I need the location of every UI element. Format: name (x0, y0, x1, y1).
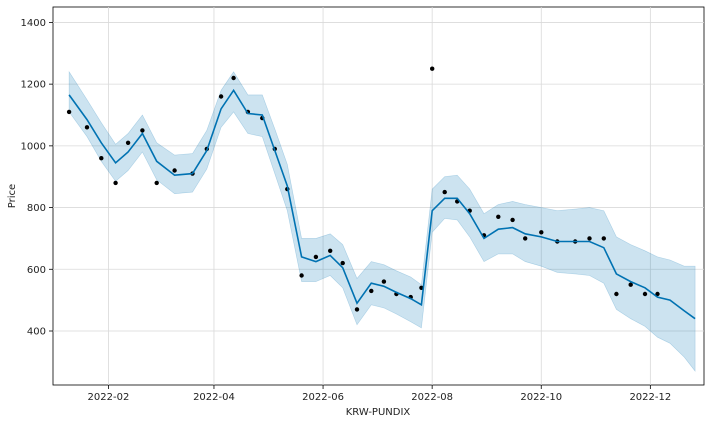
observed-point (231, 75, 236, 81)
observed-point (523, 236, 528, 241)
observed-point (66, 109, 72, 115)
observed-point (369, 288, 374, 294)
observed-point (99, 156, 104, 161)
observed-point (510, 217, 515, 223)
observed-point (601, 236, 606, 241)
y-axis-ticks: 400 600 800 1000 1200 1400 (21, 18, 53, 338)
observed-point (340, 260, 345, 266)
forecast-series-line (68, 88, 696, 320)
observed-point (113, 180, 118, 186)
y-tick-label: 1200 (21, 80, 46, 91)
observed-point (587, 236, 592, 241)
x-axis-label: KRW-PUNDIX (346, 407, 411, 418)
observed-point (328, 248, 333, 253)
observed-point (354, 307, 360, 312)
y-tick-label: 1400 (21, 18, 46, 29)
forecast-line (68, 88, 696, 320)
observed-point (313, 254, 319, 260)
observed-point (125, 140, 131, 145)
x-tick-label: 2022-02 (88, 392, 130, 403)
grid-lines (53, 7, 704, 385)
uncertainty-band (68, 70, 696, 372)
observed-point (642, 291, 648, 297)
y-tick-label: 800 (27, 203, 46, 214)
observed-point (442, 189, 447, 195)
observed-point (655, 291, 660, 297)
x-tick-label: 2022-10 (520, 392, 562, 403)
observed-point (140, 128, 145, 133)
x-axis-ticks: 2022-02 2022-04 2022-06 2022-08 2022-10 2022-… (88, 385, 671, 403)
x-tick-label: 2022-08 (411, 392, 453, 403)
observed-point (539, 230, 544, 235)
observed-point (299, 273, 304, 278)
observed-point (496, 214, 501, 219)
observed-point (628, 282, 633, 287)
observed-points (66, 66, 660, 312)
y-axis-label: Price (7, 184, 18, 208)
y-tick-label: 1000 (21, 141, 46, 152)
plot-area (52, 6, 705, 386)
y-tick-label: 400 (27, 327, 46, 338)
y-tick-label: 600 (27, 265, 46, 276)
observed-point (381, 279, 387, 284)
observed-point (614, 291, 619, 297)
uncertainty-interval (68, 70, 696, 372)
observed-point (218, 94, 224, 99)
x-tick-label: 2022-04 (193, 392, 235, 403)
observed-point (84, 125, 90, 130)
observed-point (172, 168, 177, 173)
observed-point (154, 180, 159, 186)
x-tick-label: 2022-12 (629, 392, 671, 403)
observed-point (430, 66, 435, 71)
x-tick-label: 2022-06 (302, 392, 344, 403)
